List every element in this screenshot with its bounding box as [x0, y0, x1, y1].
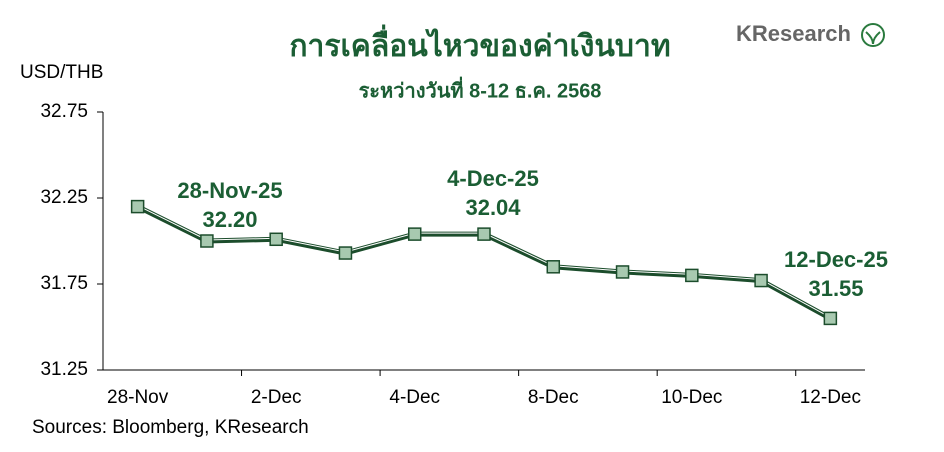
chart-title: การเคลื่อนไหวของค่าเงินบาท — [289, 24, 670, 63]
x-tick-label: 2-Dec — [251, 387, 302, 408]
marker — [269, 232, 283, 247]
marker — [685, 268, 699, 283]
marker — [338, 246, 353, 260]
annotation: 31.55 — [808, 276, 863, 301]
logo-leaf — [865, 31, 881, 45]
x-tick-label: 10-Dec — [661, 387, 722, 408]
annotation: 4-Dec-25 — [447, 166, 539, 191]
x-tick-label: 4-Dec — [389, 387, 440, 408]
y-tick-label: 32.25 — [40, 187, 88, 208]
marker — [615, 265, 630, 279]
annotation: 12-Dec-25 — [784, 247, 888, 272]
chart-subtitle: ระหว่างวันที่ 8-12 ธ.ค. 2568 — [359, 75, 602, 102]
marker — [823, 311, 838, 326]
annotation: 32.04 — [465, 195, 521, 220]
marker — [477, 227, 491, 241]
x-tick-label: 28-Nov — [107, 387, 169, 408]
annotation: 32.20 — [202, 207, 257, 232]
logo: KResearch — [736, 21, 851, 46]
marker — [200, 234, 214, 248]
marker — [407, 227, 422, 241]
y-tick-label: 31.25 — [40, 359, 88, 380]
y-tick-label: 32.75 — [40, 101, 88, 122]
y-axis-label: USD/THB — [20, 62, 103, 83]
annotation: 28-Nov-25 — [177, 178, 282, 203]
x-tick-label: 12-Dec — [800, 387, 861, 408]
x-tick-label: 8-Dec — [528, 387, 579, 408]
source: Sources: Bloomberg, KResearch — [32, 417, 309, 438]
marker — [546, 260, 561, 274]
logo-icon — [861, 23, 885, 47]
y-tick-label: 31.75 — [40, 273, 88, 294]
marker — [754, 273, 768, 288]
marker — [130, 199, 145, 214]
